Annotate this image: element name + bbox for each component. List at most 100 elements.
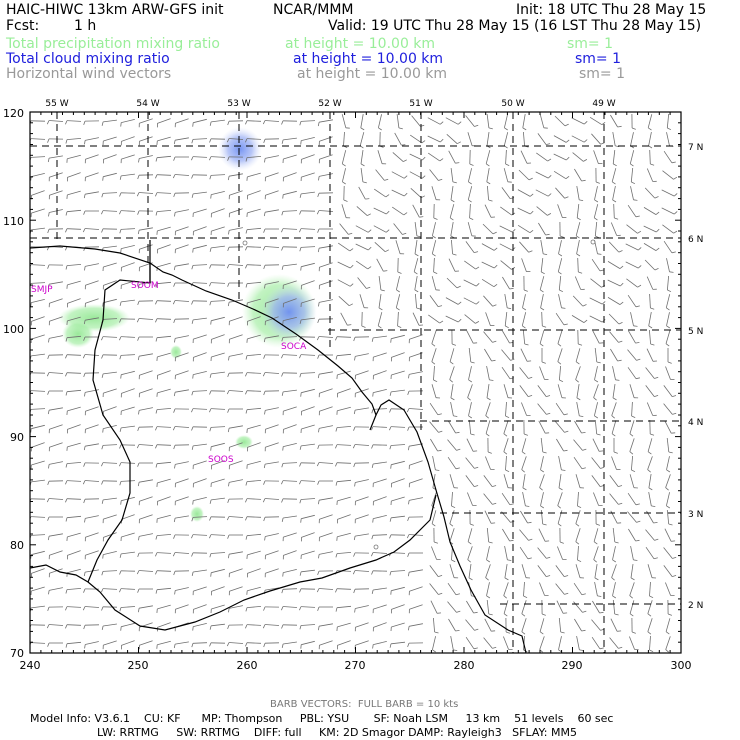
wind-barb-flag	[119, 481, 122, 486]
wind-barb	[486, 599, 490, 615]
wind-barb	[445, 297, 459, 305]
wind-barb-flag	[593, 559, 597, 563]
wind-barb-flag	[408, 500, 410, 505]
wind-barb-flag	[547, 158, 552, 162]
wind-barb-flag	[372, 644, 374, 649]
wind-barb	[557, 258, 563, 272]
wind-barb-flag	[155, 157, 158, 162]
wind-barb-flag	[47, 158, 50, 163]
wind-barb	[414, 222, 418, 236]
wind-barb	[246, 354, 262, 356]
wind-barb	[523, 131, 525, 147]
wind-barb	[427, 135, 441, 143]
wind-barb	[67, 568, 81, 574]
wind-barb	[318, 210, 334, 212]
wind-barb-flag	[172, 300, 176, 305]
valid-time: Valid: 19 UTC Thu 28 May 15 (16 LST Thu …	[328, 18, 702, 34]
wind-barb-flag	[172, 426, 176, 431]
wind-barb-flag	[408, 626, 410, 631]
wind-barb	[449, 510, 455, 524]
station-labels: SMJP SOOM SOCA SOOS	[31, 281, 307, 465]
wind-barb	[229, 479, 243, 483]
wind-barb-flag	[47, 606, 50, 612]
wind-barb-flag	[455, 162, 460, 164]
wind-barb	[467, 132, 473, 146]
wind-barb-flag	[281, 139, 284, 144]
wind-barb	[247, 316, 261, 322]
wind-barb-flag	[521, 469, 525, 473]
wind-barb-flag	[372, 392, 374, 397]
wind-barb-flag	[136, 444, 140, 449]
cloud-area-coast	[261, 284, 317, 340]
wind-barb	[448, 150, 456, 164]
wind-barb	[157, 244, 171, 250]
wind-barb	[211, 316, 225, 322]
wind-barb	[463, 279, 477, 287]
wind-barb-flag	[209, 534, 212, 539]
wind-barb	[48, 120, 64, 122]
wind-barb	[211, 226, 225, 232]
wind-barb-flag	[101, 121, 104, 126]
wind-barb-flag	[578, 343, 583, 346]
wind-barb-flag	[173, 266, 176, 271]
wind-barb-flag	[281, 498, 284, 503]
wind-barb	[505, 401, 507, 417]
wind-barb-flag	[209, 156, 212, 161]
wind-barb-flag	[576, 397, 581, 401]
wind-barb	[661, 207, 675, 215]
wind-barb	[211, 497, 225, 501]
wind-barb-flag	[421, 175, 426, 179]
wind-barb	[465, 475, 475, 487]
wind-barb-flag	[281, 517, 284, 522]
wind-barb-flag	[174, 212, 176, 217]
wind-barb-flag	[432, 649, 436, 653]
wind-barb	[557, 330, 563, 344]
organization-label: NCAR/MMM	[273, 2, 354, 18]
wind-barb-flag	[226, 516, 230, 521]
wind-barb	[229, 425, 243, 429]
wind-barb-flag	[191, 643, 194, 648]
wind-barb-flag	[371, 535, 374, 540]
wind-barb-flag	[614, 217, 619, 220]
wind-barb-flag	[530, 210, 534, 215]
wind-barb-flag	[228, 230, 230, 235]
wind-barb	[486, 527, 490, 543]
wind-barb-flag	[47, 390, 50, 395]
wind-barb	[103, 154, 117, 160]
wind-barb	[355, 605, 369, 609]
wind-barb-flag	[638, 265, 642, 269]
wind-barb-flag	[226, 264, 230, 269]
wind-barb	[247, 172, 261, 178]
wind-barb	[666, 509, 670, 525]
wind-barb-flag	[408, 572, 410, 577]
wind-barb-flag	[155, 426, 158, 431]
wind-barb	[429, 583, 439, 595]
wind-barb	[103, 262, 117, 268]
wind-barb-flag	[468, 415, 473, 419]
wind-barb-flag	[475, 321, 480, 324]
wind-barb	[282, 480, 298, 482]
wind-barb-flag	[372, 518, 374, 523]
wind-barb	[626, 224, 638, 234]
wind-barb	[483, 331, 493, 343]
wind-barb	[210, 534, 226, 536]
wind-barb	[449, 348, 455, 362]
wind-barb-flag	[65, 228, 68, 233]
wind-barb-flag	[635, 377, 640, 380]
wind-barb-flag	[192, 122, 194, 127]
wind-barb	[409, 604, 423, 610]
x-tick-label: 260	[237, 659, 258, 672]
wind-barb	[67, 298, 81, 304]
wind-barb	[193, 460, 207, 466]
wind-barb	[629, 420, 635, 434]
wind-barb	[283, 172, 297, 178]
wind-barb-flag	[380, 289, 385, 292]
wind-barb	[102, 570, 118, 572]
wind-barb-flag	[467, 541, 472, 545]
wind-barb-flag	[631, 127, 636, 130]
wind-barb-flag	[522, 325, 526, 329]
wind-barb-flag	[612, 595, 617, 599]
wind-barb	[391, 496, 405, 502]
wind-barb-flag	[209, 499, 212, 504]
wind-barb	[139, 514, 153, 520]
